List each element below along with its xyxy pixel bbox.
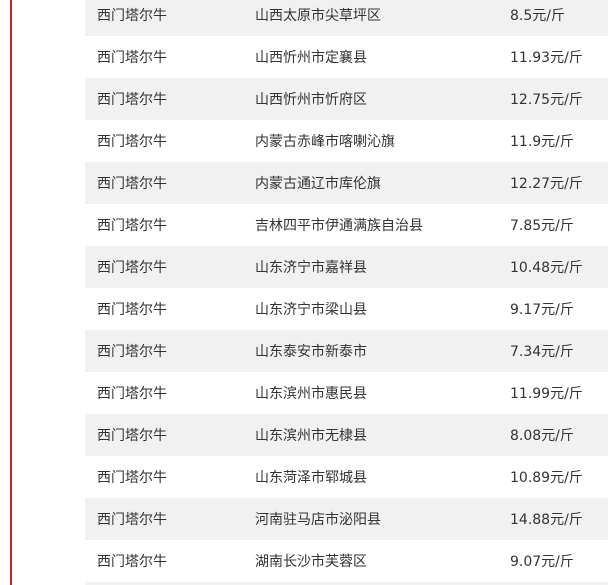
price-cell: 10.48元/斤 bbox=[510, 260, 583, 276]
price-table: 西门塔尔牛 山西太原市尖草坪区 8.5元/斤 西门塔尔牛 山西忻州市定襄县 11… bbox=[85, 0, 608, 585]
table-row: 西门塔尔牛 内蒙古通辽市库伦旗 12.27元/斤 bbox=[85, 162, 608, 204]
location-cell: 山东滨州市无棣县 bbox=[255, 428, 367, 444]
location-cell: 河南驻马店市泌阳县 bbox=[255, 512, 381, 528]
price-cell: 9.07元/斤 bbox=[510, 554, 574, 570]
table-row: 西门塔尔牛 内蒙古赤峰市喀喇沁旗 11.9元/斤 bbox=[85, 120, 608, 162]
breed-cell: 西门塔尔牛 bbox=[97, 134, 167, 150]
location-cell: 山东菏泽市郓城县 bbox=[255, 470, 367, 486]
price-cell: 8.5元/斤 bbox=[510, 8, 565, 24]
price-cell: 10.89元/斤 bbox=[510, 470, 583, 486]
location-cell: 山东济宁市嘉祥县 bbox=[255, 260, 367, 276]
table-row: 西门塔尔牛 山东滨州市惠民县 11.99元/斤 bbox=[85, 372, 608, 414]
price-cell: 12.75元/斤 bbox=[510, 92, 583, 108]
price-cell: 11.9元/斤 bbox=[510, 134, 574, 150]
location-cell: 吉林四平市伊通满族自治县 bbox=[255, 218, 423, 234]
breed-cell: 西门塔尔牛 bbox=[97, 50, 167, 66]
location-cell: 山西忻州市忻府区 bbox=[255, 92, 367, 108]
price-cell: 12.27元/斤 bbox=[510, 176, 583, 192]
price-cell: 7.34元/斤 bbox=[510, 344, 574, 360]
table-row-partial bbox=[85, 582, 608, 585]
price-cell: 11.93元/斤 bbox=[510, 50, 583, 66]
table-row: 西门塔尔牛 湖南长沙市芙蓉区 9.07元/斤 bbox=[85, 540, 608, 582]
table-row: 西门塔尔牛 山西忻州市忻府区 12.75元/斤 bbox=[85, 78, 608, 120]
location-cell: 内蒙古通辽市库伦旗 bbox=[255, 176, 381, 192]
location-cell: 山东泰安市新泰市 bbox=[255, 344, 367, 360]
location-cell: 湖南长沙市芙蓉区 bbox=[255, 554, 367, 570]
breed-cell: 西门塔尔牛 bbox=[97, 470, 167, 486]
price-cell: 7.85元/斤 bbox=[510, 218, 574, 234]
breed-cell: 西门塔尔牛 bbox=[97, 302, 167, 318]
breed-cell: 西门塔尔牛 bbox=[97, 260, 167, 276]
breed-cell: 西门塔尔牛 bbox=[97, 554, 167, 570]
table-row: 西门塔尔牛 山东滨州市无棣县 8.08元/斤 bbox=[85, 414, 608, 456]
table-row: 西门塔尔牛 山西忻州市定襄县 11.93元/斤 bbox=[85, 36, 608, 78]
table-row: 西门塔尔牛 山东济宁市梁山县 9.17元/斤 bbox=[85, 288, 608, 330]
table-row: 西门塔尔牛 吉林四平市伊通满族自治县 7.85元/斤 bbox=[85, 204, 608, 246]
price-cell: 8.08元/斤 bbox=[510, 428, 574, 444]
price-cell: 11.99元/斤 bbox=[510, 386, 583, 402]
breed-cell: 西门塔尔牛 bbox=[97, 218, 167, 234]
breed-cell: 西门塔尔牛 bbox=[97, 176, 167, 192]
table-row: 西门塔尔牛 山东济宁市嘉祥县 10.48元/斤 bbox=[85, 246, 608, 288]
left-accent-line bbox=[10, 0, 12, 585]
table-row: 西门塔尔牛 山西太原市尖草坪区 8.5元/斤 bbox=[85, 0, 608, 36]
location-cell: 山东济宁市梁山县 bbox=[255, 302, 367, 318]
breed-cell: 西门塔尔牛 bbox=[97, 92, 167, 108]
breed-cell: 西门塔尔牛 bbox=[97, 344, 167, 360]
breed-cell: 西门塔尔牛 bbox=[97, 428, 167, 444]
location-cell: 内蒙古赤峰市喀喇沁旗 bbox=[255, 134, 395, 150]
price-cell: 14.88元/斤 bbox=[510, 512, 583, 528]
breed-cell: 西门塔尔牛 bbox=[97, 8, 167, 24]
price-cell: 9.17元/斤 bbox=[510, 302, 574, 318]
table-row: 西门塔尔牛 河南驻马店市泌阳县 14.88元/斤 bbox=[85, 498, 608, 540]
location-cell: 山西太原市尖草坪区 bbox=[255, 8, 381, 24]
breed-cell: 西门塔尔牛 bbox=[97, 386, 167, 402]
location-cell: 山西忻州市定襄县 bbox=[255, 50, 367, 66]
location-cell: 山东滨州市惠民县 bbox=[255, 386, 367, 402]
table-row: 西门塔尔牛 山东菏泽市郓城县 10.89元/斤 bbox=[85, 456, 608, 498]
breed-cell: 西门塔尔牛 bbox=[97, 512, 167, 528]
table-row: 西门塔尔牛 山东泰安市新泰市 7.34元/斤 bbox=[85, 330, 608, 372]
